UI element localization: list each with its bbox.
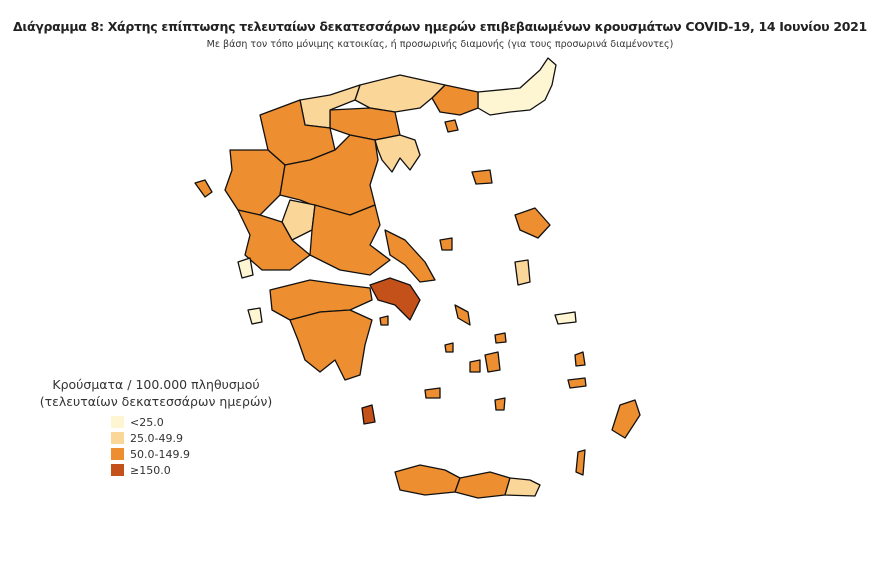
legend-swatch	[111, 448, 124, 460]
island-mykonos	[494, 332, 507, 344]
region-chalkidiki	[374, 134, 421, 173]
region-thrace	[477, 57, 557, 116]
island-santorini	[494, 397, 506, 411]
island-kythira	[361, 404, 376, 425]
region-crete-west	[394, 464, 461, 496]
island-rhodes	[611, 399, 641, 439]
region-peloponnese-south	[289, 309, 373, 381]
figure-title: Διάγραμμα 8: Χάρτης επίπτωσης τελευταίων…	[13, 19, 867, 34]
legend-item: <25.0	[111, 414, 274, 430]
legend-item: 25.0-49.9	[111, 430, 274, 446]
legend-swatch	[111, 432, 124, 444]
region-karditsa	[281, 199, 316, 241]
island-kos	[567, 377, 587, 389]
legend-subtitle: (τελευταίων δεκατεσσάρων ημερών)	[39, 394, 273, 409]
island-limnos	[471, 169, 493, 185]
region-attica	[369, 277, 421, 321]
island-milos	[424, 387, 441, 399]
region-thessaly	[279, 134, 379, 216]
legend-title: Κρούσματα / 100.000 πληθυσμού	[52, 377, 260, 392]
region-aetolia	[237, 209, 311, 271]
legend-item: ≥150.0	[111, 462, 274, 478]
island-zakynthos	[247, 307, 263, 325]
island-aegina	[379, 315, 389, 326]
legend-swatch	[111, 464, 124, 476]
island-naxos	[484, 351, 501, 373]
island-karpathos	[575, 449, 586, 476]
island-syros	[444, 342, 454, 353]
region-crete-east	[504, 477, 541, 497]
legend-swatch	[111, 416, 124, 428]
island-chios	[514, 259, 531, 286]
region-epirus	[224, 149, 286, 216]
region-thessaloniki	[329, 107, 401, 141]
island-samos	[554, 311, 577, 325]
island-corfu	[194, 179, 213, 198]
legend-item: 50.0-149.9	[111, 446, 274, 462]
region-central-greece	[309, 204, 391, 276]
island-lesvos	[514, 207, 551, 239]
island-andros	[454, 304, 471, 326]
figure-subtitle: Με βάση τον τόπο μόνιμης κατοικίας, ή πρ…	[206, 39, 674, 50]
legend-label: 25.0-49.9	[130, 431, 183, 445]
region-central-macedonia	[354, 74, 446, 113]
island-paros	[469, 359, 481, 373]
island-kefalonia	[237, 257, 254, 279]
island-thasos	[444, 119, 459, 133]
legend-label: 50.0-149.9	[130, 447, 190, 461]
region-evia	[384, 229, 436, 283]
legend-label: <25.0	[130, 415, 164, 429]
island-kalymnos	[574, 351, 586, 367]
legend: Κρούσματα / 100.000 πληθυσμού (τελευταίω…	[38, 376, 274, 478]
region-crete-central	[454, 471, 511, 499]
legend-label: ≥150.0	[130, 463, 171, 477]
island-skyros	[439, 237, 453, 251]
